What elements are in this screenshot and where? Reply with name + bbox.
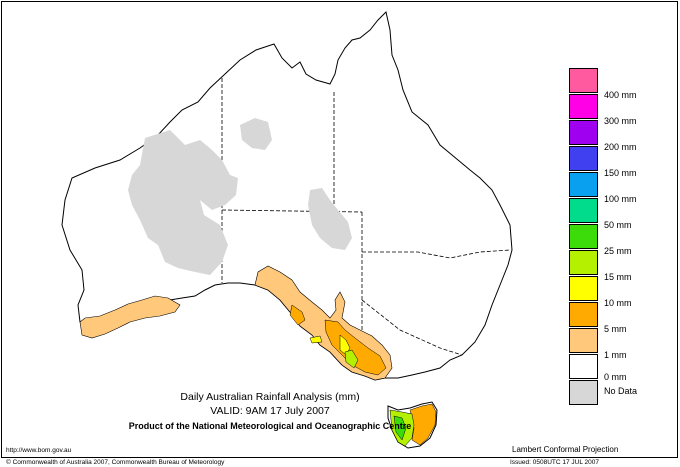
legend-label-5mm: 5 mm: [604, 324, 627, 334]
legend-swatch-300mm: [569, 94, 598, 119]
copyright-notice: © Commonwealth of Australia 2007, Common…: [6, 459, 225, 466]
tasmania-rain: [389, 403, 437, 447]
legend-label-1mm: 1 mm: [604, 350, 627, 360]
map-product-line: Product of the National Meteorological a…: [128, 421, 412, 431]
legend-swatch-25mm: [569, 224, 598, 249]
legend-swatch-150mm: [569, 146, 598, 171]
legend-label-400mm: 400 mm: [604, 90, 637, 100]
legend-label-25mm: 25 mm: [604, 246, 632, 256]
legend-swatch-50mm: [569, 198, 598, 223]
legend-swatch-0mm: [569, 354, 598, 379]
legend-swatch-400mm: [569, 68, 598, 93]
website-link[interactable]: http://www.bom.gov.au: [6, 447, 72, 454]
legend-swatch-5mm: [569, 302, 598, 327]
legend-label-300mm: 300 mm: [604, 116, 637, 126]
legend-swatch-200mm: [569, 120, 598, 145]
legend-label-100mm: 100 mm: [604, 194, 637, 204]
map-valid-date: VALID: 9AM 17 July 2007: [210, 405, 330, 417]
legend-label-no-data: No Data: [604, 386, 638, 396]
legend-swatch-1mm: [569, 328, 598, 353]
legend-swatch-no-data: [569, 380, 598, 405]
legend-label-15mm: 15 mm: [604, 272, 632, 282]
rain-15mm-regions: [344, 349, 359, 369]
rain-10mm-regions: [309, 334, 351, 356]
legend-swatch-15mm: [569, 250, 598, 275]
legend-label-200mm: 200 mm: [604, 142, 637, 152]
legend-label-50mm: 50 mm: [604, 220, 632, 230]
rain-5mm-regions: [289, 304, 387, 376]
legend-swatch-100mm: [569, 172, 598, 197]
no-data-regions: [128, 118, 352, 275]
legend-swatch-10mm: [569, 276, 598, 301]
legend-label-0mm: 0 mm: [604, 372, 627, 382]
legend-label-150mm: 150 mm: [604, 168, 637, 178]
legend-label-10mm: 10 mm: [604, 298, 632, 308]
projection-label: Lambert Conformal Projection: [512, 445, 619, 454]
australia-mainland: [61, 11, 513, 381]
issued-timestamp: Issued: 0508UTC 17 JUL 2007: [510, 459, 600, 466]
map-title: Daily Australian Rainfall Analysis (mm): [180, 391, 360, 403]
